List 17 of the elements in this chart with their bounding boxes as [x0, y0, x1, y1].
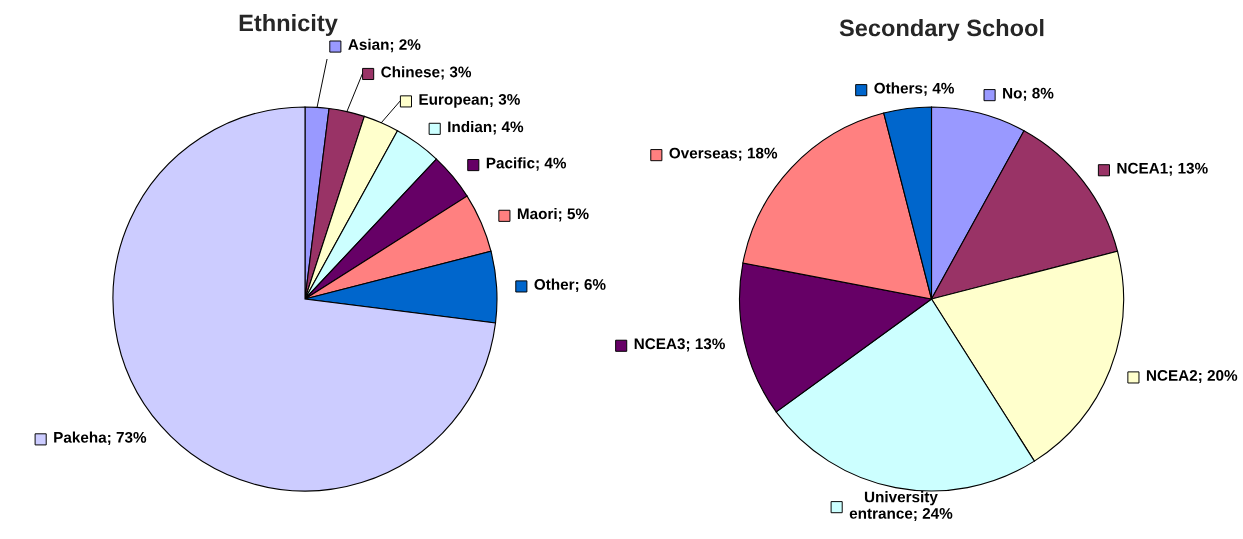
legend-label: Maori; 5% [517, 208, 589, 222]
legend-label: Pacific; 4% [486, 157, 567, 171]
legend-label: Pakeha; 73% [54, 431, 147, 445]
legend-label: Others; 4% [874, 82, 954, 96]
legend-label: Other; 6% [534, 278, 606, 293]
legend-label: NCEA2; 20% [1146, 370, 1238, 384]
legend-label: Overseas; 18% [669, 147, 778, 161]
legend-label: NCEA1; 13% [1117, 162, 1208, 176]
legend-label: NCEA3; 13% [634, 338, 725, 352]
legend-label: Asian; 2% [348, 38, 421, 53]
chart-title: Ethnicity [239, 14, 338, 37]
legend-label: Chinese; 3% [381, 66, 472, 80]
legend-label: European; 3% [419, 93, 520, 108]
chart-title: Secondary School [839, 19, 1044, 42]
legend-label: Indian; 4% [448, 121, 524, 135]
legend-label: No; 8% [1003, 87, 1054, 101]
legend-label: University entrance; 24% [849, 491, 953, 521]
